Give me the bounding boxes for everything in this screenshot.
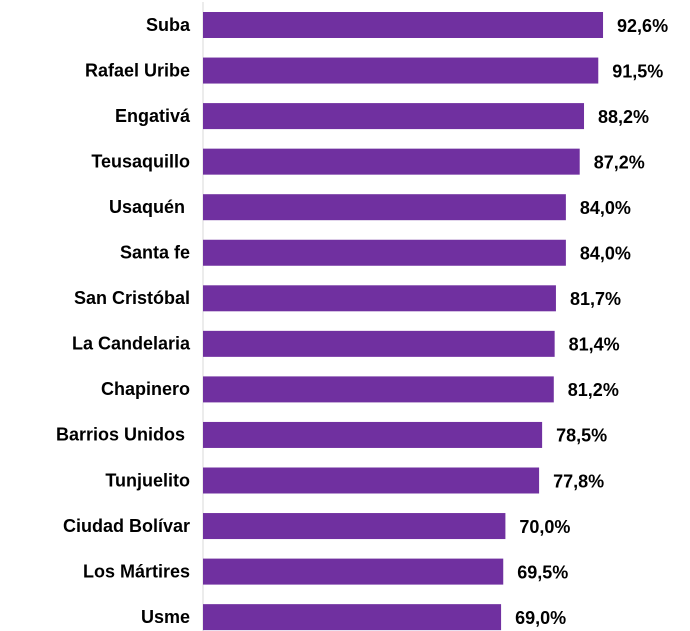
bar	[203, 376, 554, 403]
category-label: Tunjuelito	[105, 470, 190, 490]
data-label: 70,0%	[519, 517, 570, 537]
category-label: Barrios Unidos	[56, 425, 190, 445]
bar	[203, 12, 604, 38]
category-label: Usaquén	[109, 197, 190, 217]
bar	[203, 57, 599, 84]
data-label: 69,5%	[517, 562, 568, 582]
data-label: 81,2%	[568, 380, 619, 400]
category-label: Engativá	[115, 106, 191, 126]
category-label: Santa fe	[120, 243, 190, 263]
data-label: 69,0%	[515, 608, 566, 628]
data-label: 92,6%	[617, 16, 668, 36]
bar	[203, 194, 566, 221]
bar	[203, 604, 502, 631]
bar	[203, 103, 585, 130]
data-label: 81,4%	[569, 335, 620, 355]
data-label: 84,0%	[580, 244, 631, 264]
category-label: La Candelaria	[72, 334, 191, 354]
category-label: Teusaquillo	[91, 151, 190, 171]
data-label: 88,2%	[598, 107, 649, 127]
bar	[203, 467, 540, 494]
category-label: Ciudad Bolívar	[63, 516, 190, 536]
data-label: 84,0%	[580, 198, 631, 218]
data-label: 87,2%	[594, 152, 645, 172]
category-label: Chapinero	[101, 379, 190, 399]
data-label: 78,5%	[556, 426, 607, 446]
category-label: San Cristóbal	[74, 288, 190, 308]
category-label: Los Mártires	[83, 561, 190, 581]
bar	[203, 513, 506, 540]
data-label: 91,5%	[612, 61, 663, 81]
bar	[203, 239, 566, 266]
bar	[203, 330, 555, 357]
bar	[203, 285, 556, 312]
data-label: 81,7%	[570, 289, 621, 309]
bar	[203, 558, 504, 585]
category-label: Usme	[141, 607, 190, 627]
bar	[203, 421, 543, 448]
bar	[203, 148, 580, 175]
category-label: Rafael Uribe	[85, 60, 190, 80]
data-label: 77,8%	[553, 471, 604, 491]
category-label: Suba	[146, 15, 191, 35]
